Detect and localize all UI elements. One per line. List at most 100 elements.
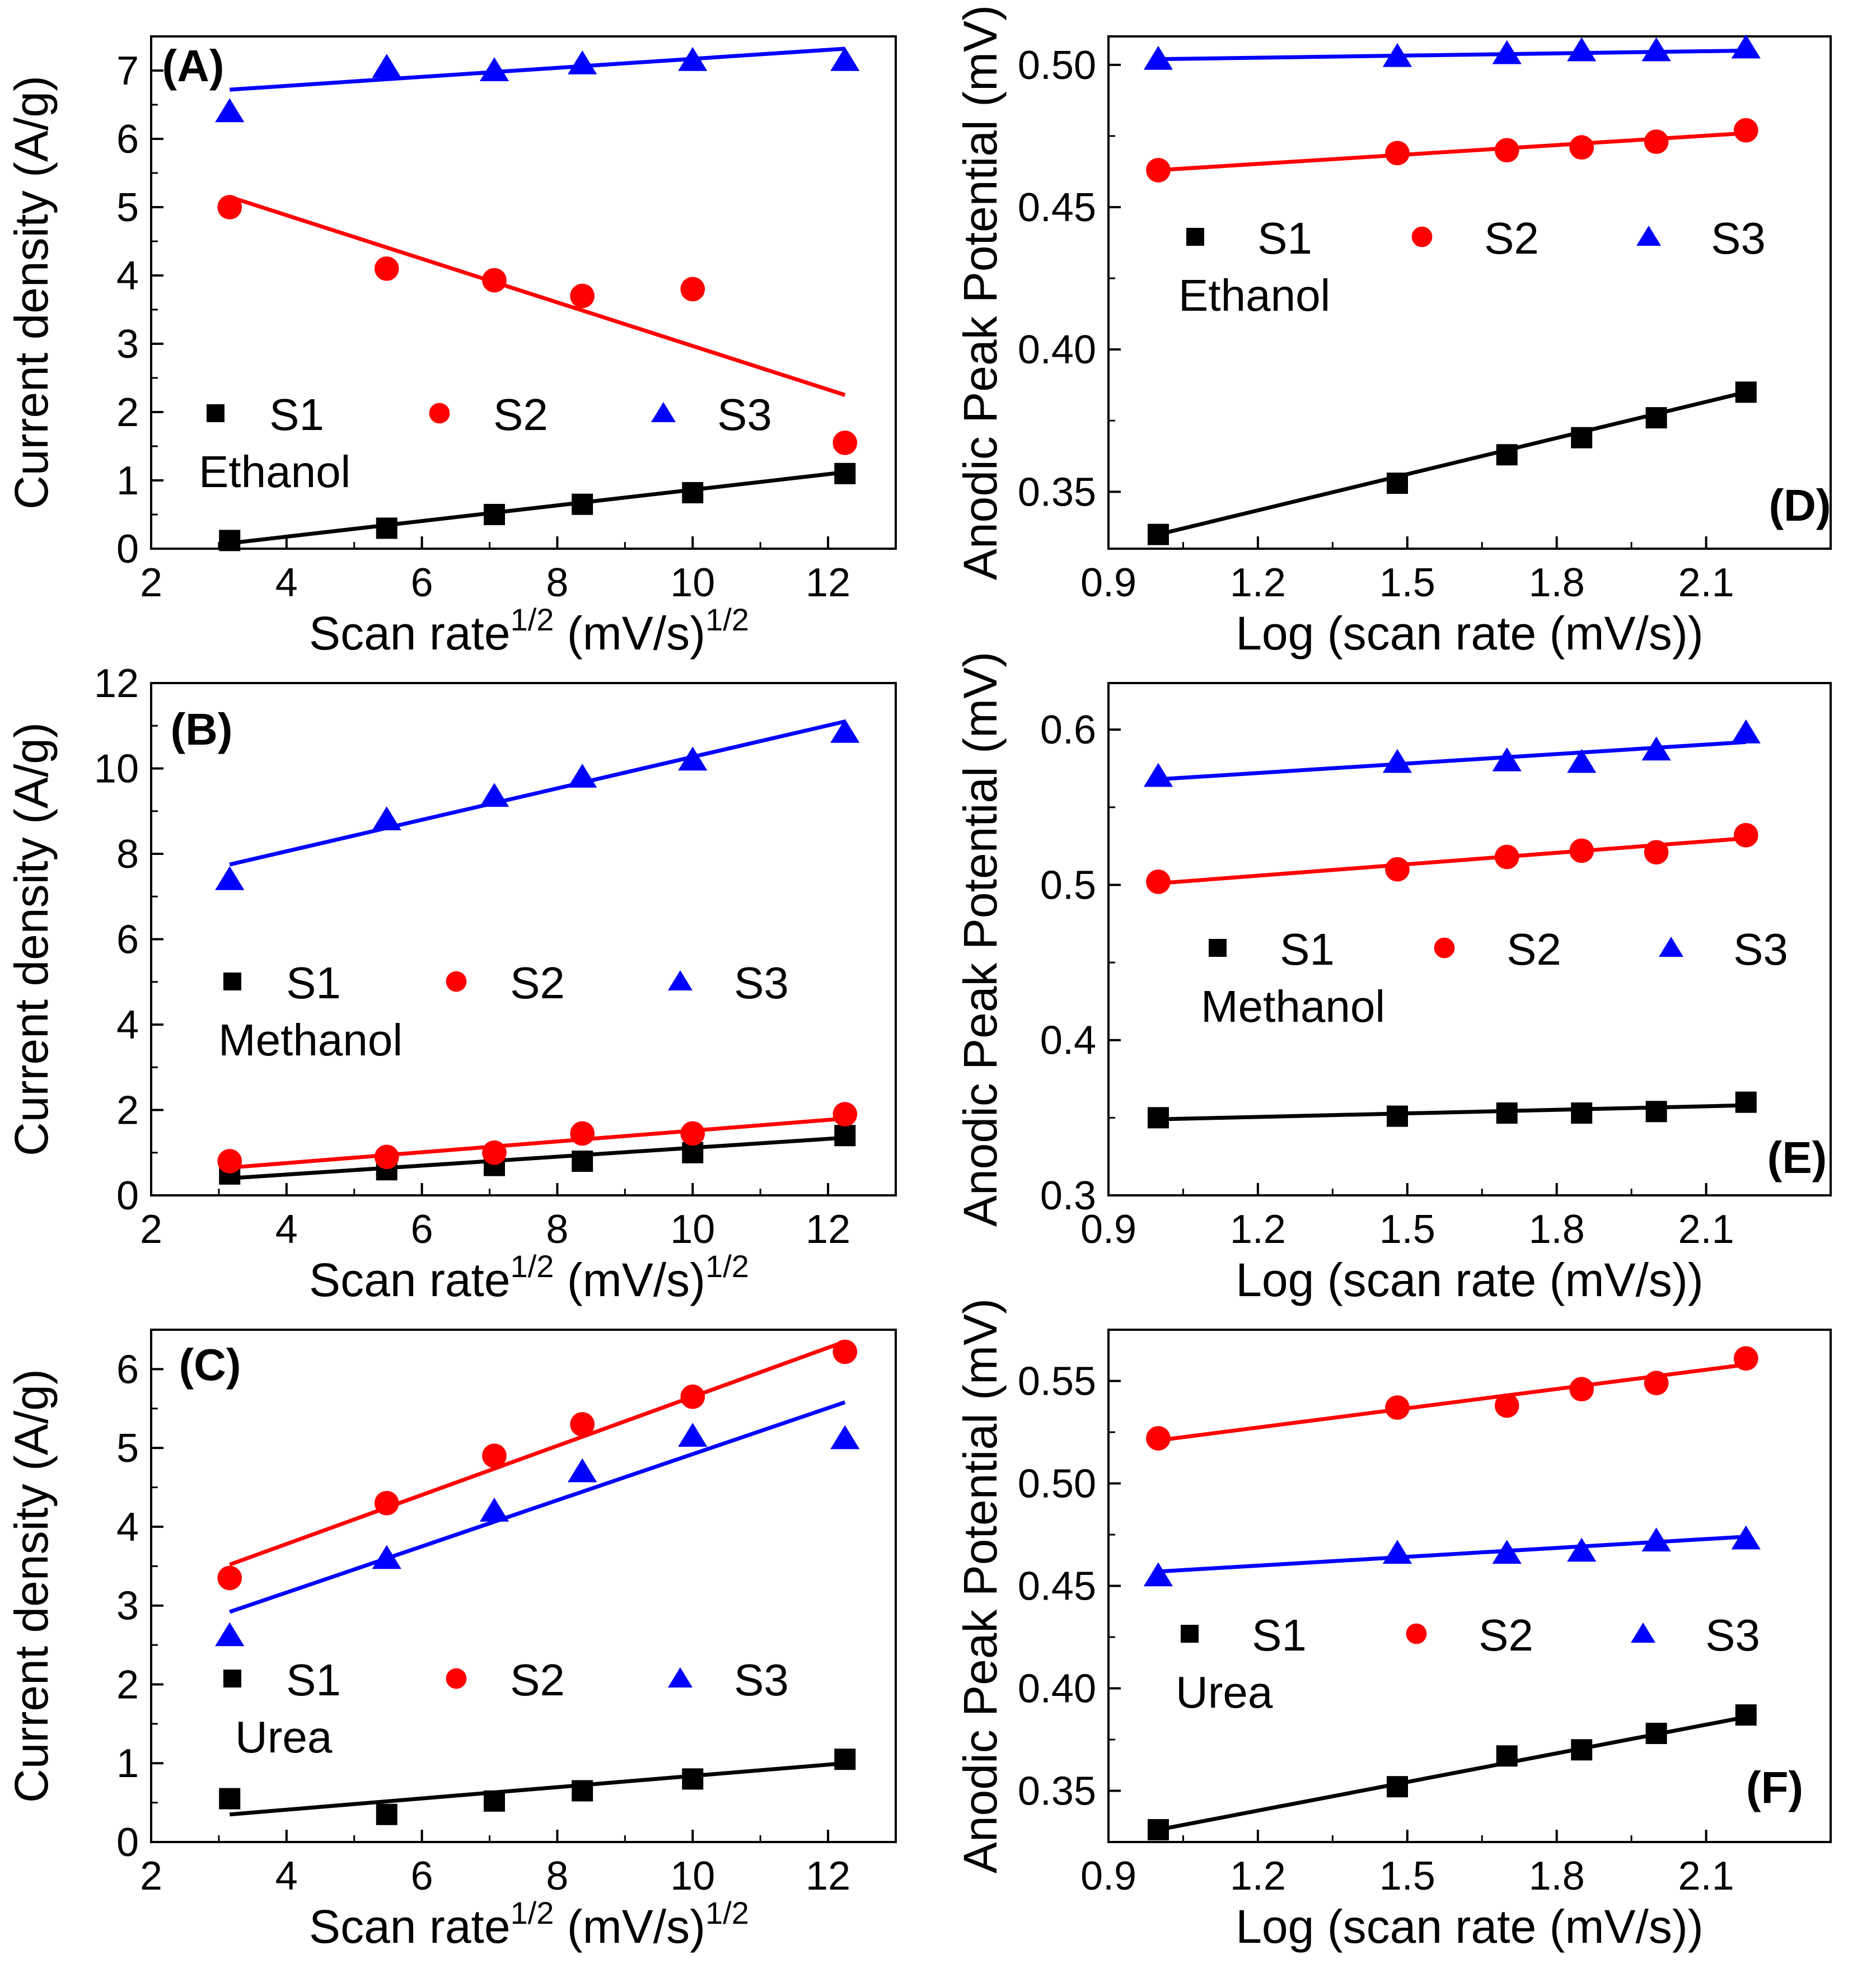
y-tick-label: 0.40 [1018,1667,1096,1712]
y-axis-label: Anodic Peak Potential (mV) [954,652,1007,1227]
data-point-s2 [374,1490,399,1516]
legend-marker-s1 [223,1670,241,1687]
y-tick-label: 8 [116,832,139,877]
annotation-label: Methanol [1201,981,1385,1031]
x-tick-label: 4 [275,1854,298,1899]
data-point-s1 [484,1790,506,1812]
data-point-s2 [482,1443,507,1469]
x-axis-label-superscript: 1/2 [511,1249,554,1284]
fit-line-s2 [229,195,846,397]
x-tick-label: 2.1 [1678,560,1734,605]
y-tick-label: 6 [116,117,139,162]
x-tick-label: 6 [411,1207,433,1252]
data-point-s3 [479,1498,509,1522]
data-point-s2 [1733,822,1758,848]
data-point-s3 [568,764,597,788]
legend-marker-s3 [1631,1623,1655,1643]
data-point-s3 [830,718,860,743]
y-axis-label: Anodic Peak Potential (mV) [954,1298,1007,1873]
x-axis-label-part: (mV/s) [554,1254,705,1306]
legend-label-s2: S2 [1507,924,1561,974]
data-point-s1 [682,1768,704,1790]
panel-label: (C) [179,1340,241,1390]
data-point-s3 [1567,1537,1597,1562]
legend-label-s2: S2 [1479,1610,1533,1660]
data-point-s2 [1569,135,1594,160]
plot-frame [150,35,897,550]
data-point-s2 [832,1339,858,1364]
data-point-s2 [1569,838,1594,863]
fit-line-s3 [229,1400,846,1614]
y-tick-label: 6 [116,1347,139,1392]
x-tick-label: 1.8 [1529,560,1585,605]
x-tick-label: 1.5 [1379,1207,1435,1252]
data-point-s1 [1735,1704,1757,1726]
legend-label-s2: S2 [510,1655,565,1705]
data-point-s2 [1644,1371,1669,1396]
y-tick-label: 3 [116,322,139,367]
x-tick-label: 0.9 [1080,1854,1136,1899]
x-axis-label-superscript: 1/2 [705,1249,749,1284]
data-point-s3 [1641,37,1671,62]
y-tick-label: 4 [116,1505,139,1550]
x-tick-label: 2 [140,560,162,605]
data-point-s1 [376,517,397,539]
x-axis-label-part: Scan rate [309,1254,511,1306]
x-tick-label: 10 [670,560,715,605]
data-point-s3 [1492,747,1522,772]
y-tick-label: 0.50 [1018,1462,1096,1507]
fit-line-s3 [229,719,846,867]
data-point-s1 [484,504,506,525]
y-tick-label: 12 [94,661,139,706]
data-point-s1 [572,493,593,515]
y-tick-label: 2 [116,390,139,435]
panel-f: 0.9 1.2 1.5 1.8 2.1 0.35 0.40 0.45 0.50 0.55 Log (… [954,1298,1832,1953]
data-point-s3 [1731,34,1761,59]
x-axis-label-superscript: 1/2 [705,1895,749,1930]
data-point-s2 [1494,1393,1519,1418]
x-tick-label: 8 [546,1207,568,1252]
panel-d: 0.9 1.2 1.5 1.8 2.1 0.35 0.40 0.45 0.50 Log (scan… [954,5,1832,660]
y-tick-label: 1 [116,1741,139,1786]
y-tick-label: 0.6 [1040,708,1096,752]
data-point-s2 [374,256,399,281]
x-axis-label: Scan rate1/2 (mV/s)1/2 [309,1249,749,1306]
data-point-s3 [1731,719,1761,744]
legend-marker-s1 [1209,939,1227,957]
data-point-s3 [830,46,860,71]
x-tick-label: 12 [806,1854,850,1899]
annotation-label: Urea [1176,1667,1273,1717]
y-axis-label: Current density (A/g) [5,1369,58,1803]
y-tick-label: 0.40 [1018,328,1096,372]
fit-line-s2 [229,1116,845,1170]
data-point-s3 [479,783,509,807]
data-point-s3 [1492,1540,1522,1564]
data-point-s1 [219,530,241,551]
data-point-s1 [1735,1091,1757,1113]
y-tick-label: 0.50 [1018,43,1096,88]
y-tick-label: 0 [116,1174,139,1218]
y-tick-label: 0.55 [1018,1359,1096,1404]
data-point-s1 [1387,473,1408,494]
legend-marker-s3 [1636,226,1661,246]
legend-marker-s3 [651,402,676,422]
y-tick-label: 0.4 [1040,1018,1096,1063]
data-point-s1 [834,1125,856,1147]
data-point-s3 [1382,1540,1412,1564]
data-point-s3 [678,46,708,71]
data-point-s2 [570,1121,595,1146]
x-tick-label: 12 [806,1207,850,1252]
legend-label-s3: S3 [1733,924,1788,974]
data-point-s2 [1146,158,1171,183]
legend-marker-s1 [207,404,224,422]
legend-marker-s1 [1181,1625,1199,1643]
legend-marker-s3 [668,1667,693,1687]
legend-marker-s2 [1434,937,1455,959]
data-point-s1 [572,1151,593,1172]
x-axis-label-superscript: 1/2 [511,1895,554,1930]
panel-label: (D) [1769,480,1831,530]
x-axis-label-part: Scan rate [309,1900,511,1953]
data-point-s3 [372,1545,401,1569]
x-tick-label: 8 [546,560,568,605]
